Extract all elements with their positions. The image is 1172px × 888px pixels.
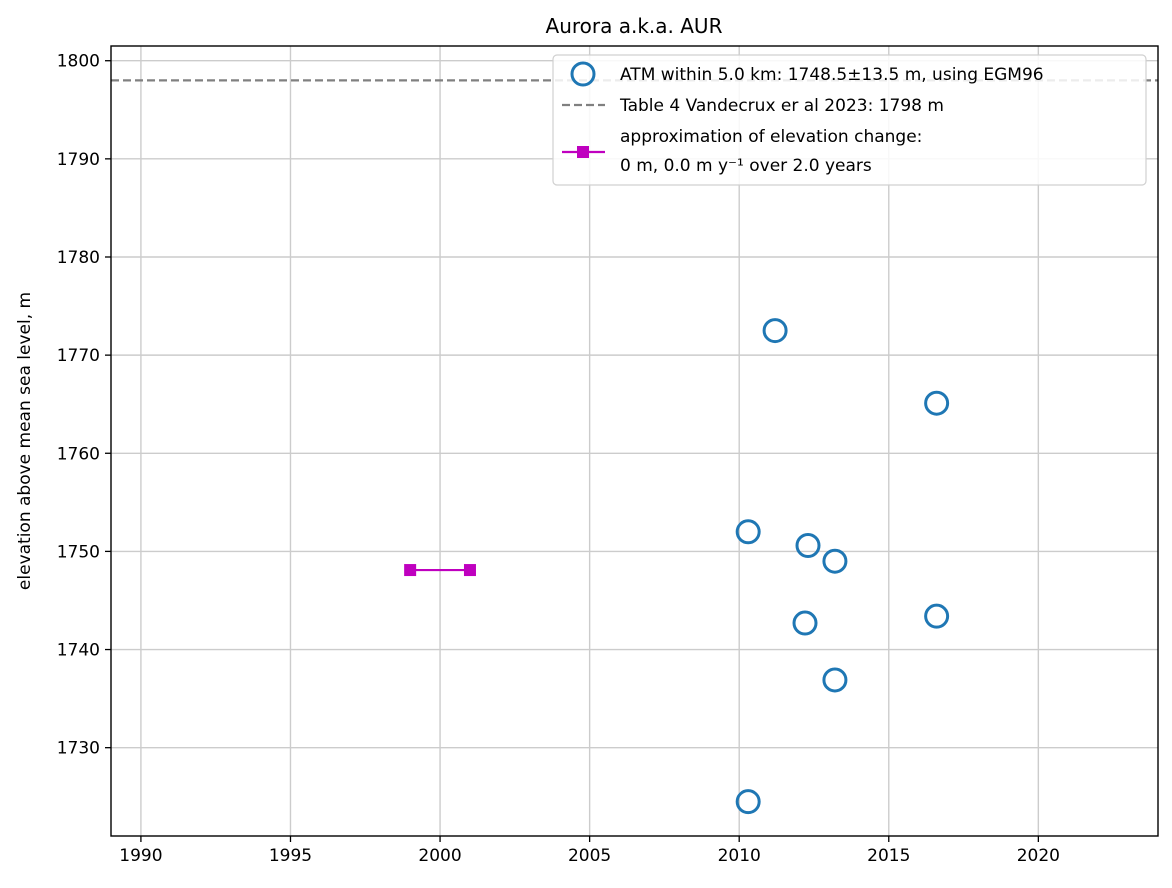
y-axis: 1730 1740 1750 1760 1770 1780 1790 1800 — [57, 52, 111, 759]
legend-label-approx-line1: approximation of elevation change: — [620, 127, 922, 147]
legend-label-approx-line2: 0 m, 0.0 m y⁻¹ over 2.0 years — [620, 156, 872, 176]
y-tick-label: 1800 — [57, 52, 100, 72]
legend-entry-atm: ATM within 5.0 km: 1748.5±13.5 m, using … — [570, 61, 1044, 87]
atm-point — [924, 390, 950, 416]
legend-box — [552, 54, 1147, 186]
x-tick-label: 2005 — [568, 846, 611, 866]
atm-point — [795, 533, 821, 559]
atm-point — [924, 603, 950, 629]
legend-entry-approx: approximation of elevation change: 0 m, … — [562, 127, 922, 176]
chart-title: Aurora a.k.a. AUR — [546, 14, 723, 38]
x-tick-label: 2015 — [867, 846, 910, 866]
atm-point — [792, 610, 818, 636]
x-axis: 1990 1995 2000 2005 2010 2015 2020 — [119, 836, 1060, 866]
plot-frame — [110, 45, 1159, 837]
legend-label-atm: ATM within 5.0 km: 1748.5±13.5 m, using … — [620, 65, 1044, 85]
y-tick-label: 1730 — [57, 739, 100, 759]
legend-marker-approx-square — [577, 146, 589, 158]
y-tick-label: 1780 — [57, 248, 100, 268]
y-tick-label: 1750 — [57, 542, 100, 562]
y-tick-label: 1770 — [57, 346, 100, 366]
atm-point — [822, 667, 848, 693]
legend-marker-atm — [570, 61, 596, 87]
atm-point — [822, 548, 848, 574]
approx-marker — [463, 564, 476, 577]
atm-point — [735, 789, 761, 815]
atm-point — [735, 519, 761, 545]
y-tick-label: 1760 — [57, 444, 100, 464]
atm-point — [762, 318, 788, 344]
legend: ATM within 5.0 km: 1748.5±13.5 m, using … — [552, 54, 1147, 186]
x-tick-label: 1990 — [119, 846, 162, 866]
x-tick-label: 2000 — [418, 846, 461, 866]
approx-marker — [404, 564, 417, 577]
y-tick-label: 1740 — [57, 641, 100, 661]
x-tick-label: 1995 — [269, 846, 312, 866]
x-tick-label: 2020 — [1017, 846, 1060, 866]
y-tick-label: 1790 — [57, 150, 100, 170]
x-tick-label: 2010 — [718, 846, 761, 866]
y-axis-label: elevation above mean sea level, m — [15, 292, 35, 590]
legend-label-reference: Table 4 Vandecrux er al 2023: 1798 m — [619, 96, 944, 116]
legend-entry-reference: Table 4 Vandecrux er al 2023: 1798 m — [562, 96, 944, 116]
